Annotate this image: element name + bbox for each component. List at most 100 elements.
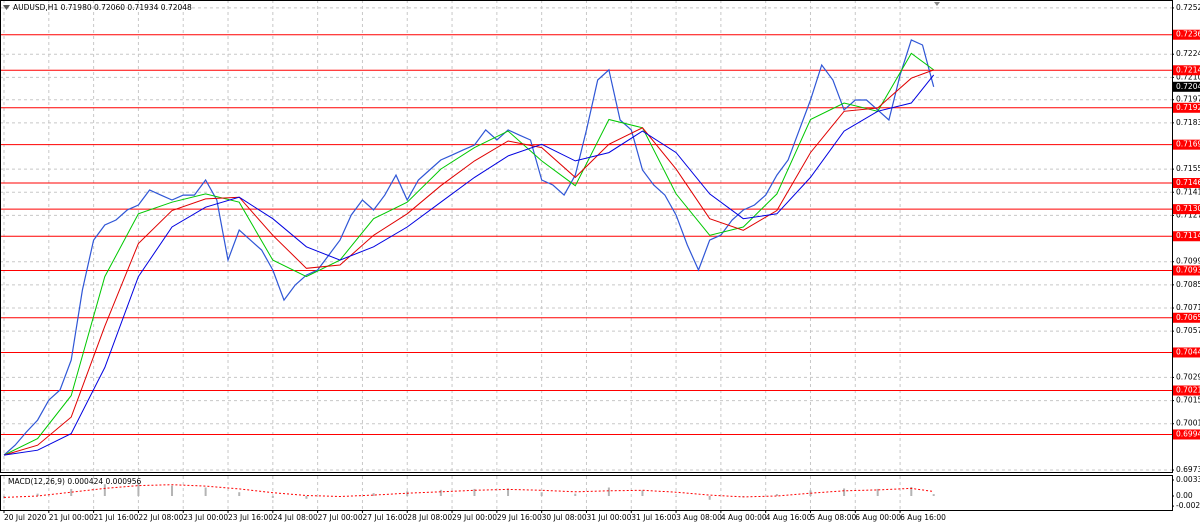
x-tick-label: 21 Jul 00:00 — [49, 513, 94, 522]
x-tick-label: 6 Aug 00:00 — [855, 513, 901, 522]
x-tick-label: 23 Jul 00:00 — [183, 513, 228, 522]
level-label: 0.69945 — [1176, 429, 1200, 438]
x-tick-label: 30 Jul 08:00 — [542, 513, 587, 522]
level-label: 0.70211 — [1176, 385, 1200, 394]
level-label: 0.71144 — [1176, 231, 1200, 240]
x-tick-label: 3 Aug 08:00 — [676, 513, 722, 522]
x-tick-label: 27 Jul 16:00 — [362, 513, 407, 522]
x-tick-label: 5 Aug 08:00 — [810, 513, 856, 522]
level-label-bg — [1173, 204, 1200, 215]
macd-bar — [932, 494, 935, 496]
y-tick-label: 0.72105 — [1176, 72, 1200, 81]
x-tick-label: 28 Jul 08:00 — [407, 513, 452, 522]
x-tick-label: 20 Jul 2020 — [4, 513, 47, 522]
x-tick-label: 22 Jul 08:00 — [138, 513, 183, 522]
level-label-bg — [1173, 429, 1200, 440]
price-line — [3, 69, 934, 456]
shift-marker — [934, 2, 940, 6]
macd-y-tick-label: 0.00 — [1176, 491, 1193, 500]
level-label: 0.70937 — [1176, 265, 1200, 274]
macd-bar — [843, 488, 846, 496]
macd-bar — [238, 492, 241, 496]
macd-bar — [439, 489, 442, 496]
symbol-icon — [3, 5, 10, 10]
level-label: 0.71308 — [1176, 204, 1200, 213]
macd-bar — [876, 488, 879, 496]
macd-bar — [372, 493, 375, 496]
macd-bar — [137, 483, 140, 496]
x-tick-label: 31 Jul 16:00 — [631, 513, 676, 522]
macd-y-tick-label: 0.003394 — [1176, 475, 1200, 484]
macd-bar — [910, 487, 913, 496]
macd-bar — [473, 488, 476, 496]
level-label-bg — [1173, 29, 1200, 40]
x-tick-label: 4 Aug 00:00 — [721, 513, 767, 522]
current-price-bg — [1173, 81, 1200, 92]
macd-bar — [271, 495, 274, 498]
macd-bar — [305, 495, 308, 499]
x-tick-label: 23 Jul 16:00 — [228, 513, 273, 522]
price-line — [3, 52, 934, 456]
label-layer: 20 Jul 2020 21 Jul 00:00 21 Jul 16:00 22 Ju… — [3, 3, 1200, 522]
current-price-label: 0.72048 — [1176, 82, 1200, 91]
price-line — [3, 39, 935, 456]
level-label: 0.70441 — [1176, 347, 1200, 356]
level-label-bg — [1173, 265, 1200, 276]
level-label-bg — [1173, 65, 1200, 76]
macd-bar — [775, 494, 778, 496]
x-tick-label: 29 Jul 00:00 — [452, 513, 497, 522]
macd-bar — [641, 490, 644, 496]
level-label-bg — [1173, 347, 1200, 358]
macd-bar — [103, 484, 106, 496]
x-tick-label: 31 Jul 00:00 — [586, 513, 631, 522]
level-label-bg — [1173, 139, 1200, 150]
level-label-bg — [1173, 385, 1200, 396]
main-pane-frame — [0, 0, 1173, 473]
mark-layer — [0, 34, 1172, 500]
x-tick-label: 29 Jul 16:00 — [497, 513, 542, 522]
macd-bar — [36, 493, 39, 496]
level-label: 0.72148 — [1176, 65, 1200, 74]
macd-bar — [574, 493, 577, 496]
macd-bar — [70, 488, 73, 496]
level-label-bg — [1173, 178, 1200, 189]
level-label-bg — [1173, 102, 1200, 113]
level-label: 0.71921 — [1176, 103, 1200, 112]
level-label: 0.71698 — [1176, 140, 1200, 149]
x-tick-label: 27 Jul 00:00 — [318, 513, 363, 522]
macd-bar — [507, 488, 510, 496]
level-label: 0.72363 — [1176, 30, 1200, 39]
macd-bar — [675, 495, 678, 497]
y-tick-label: 0.72525 — [1176, 3, 1200, 12]
price-line — [3, 74, 935, 456]
x-tick-label: 21 Jul 16:00 — [94, 513, 139, 522]
macd-title: MACD(12,26,9) 0.000424 0.000956 — [8, 477, 142, 486]
chart-title: AUDUSD,H1 0.71980 0.72060 0.71934 0.7204… — [13, 3, 192, 12]
macd-bar — [607, 487, 610, 496]
macd-bar — [204, 487, 207, 496]
level-label-bg — [1173, 231, 1200, 242]
x-tick-label: 24 Jul 08:00 — [273, 513, 318, 522]
level-label: 0.70651 — [1176, 313, 1200, 322]
y-tick-label: 0.72245 — [1176, 49, 1200, 58]
level-label: 0.71466 — [1176, 178, 1200, 187]
x-tick-label: 4 Aug 16:00 — [766, 513, 812, 522]
macd-bar — [540, 492, 543, 496]
x-tick-label: 6 Aug 16:00 — [900, 513, 946, 522]
